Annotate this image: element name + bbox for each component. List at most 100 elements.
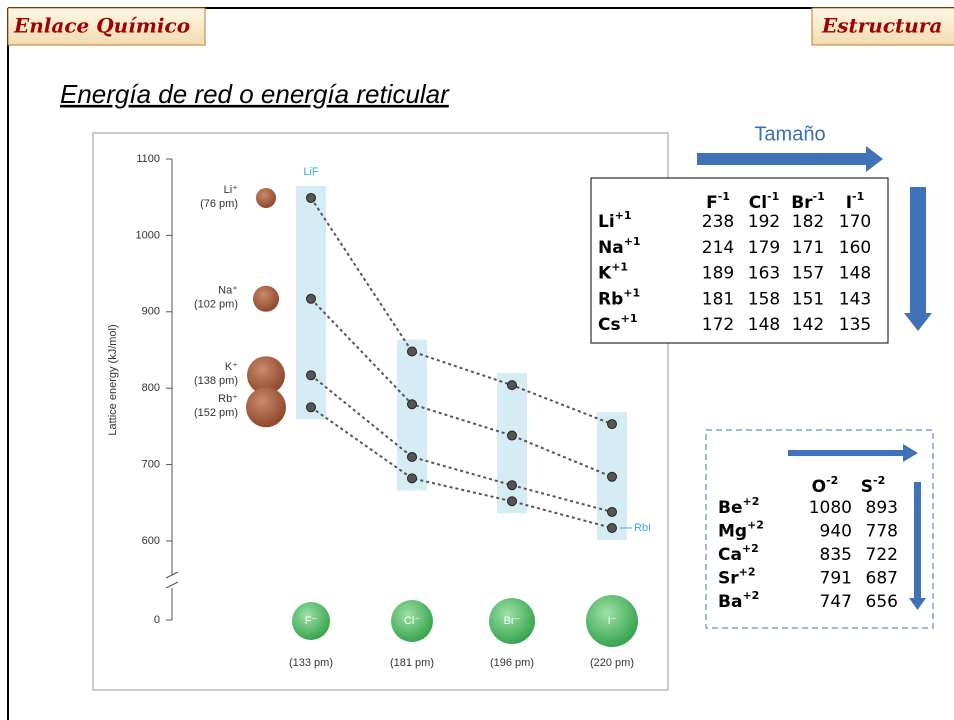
y-tick-label: 0 bbox=[154, 614, 160, 626]
ion-charge: -1 bbox=[852, 190, 864, 203]
data-point bbox=[608, 523, 617, 532]
cation-size: (152 pm) bbox=[194, 407, 238, 419]
cation-name: K⁺ bbox=[225, 361, 238, 373]
table-cell: 160 bbox=[839, 238, 871, 258]
table-cell: 151 bbox=[792, 289, 824, 309]
ion-base: Sr bbox=[718, 569, 739, 589]
slide: Enlace Químico Estructura Energía de red… bbox=[0, 0, 954, 720]
y-tick-label: 1100 bbox=[136, 153, 160, 165]
table-cell: 940 bbox=[820, 522, 852, 542]
ion-charge: +1 bbox=[621, 312, 638, 325]
ion-base: Cl bbox=[749, 193, 767, 213]
ion-charge: +2 bbox=[743, 495, 760, 508]
table-cell: 148 bbox=[839, 264, 871, 284]
ion-base: Ca bbox=[718, 545, 742, 565]
data-point bbox=[307, 193, 316, 202]
data-point bbox=[408, 347, 417, 356]
y-tick-label: 700 bbox=[142, 458, 160, 470]
ion-charge: -2 bbox=[873, 474, 885, 487]
data-point bbox=[508, 481, 517, 490]
anion-size: (133 pm) bbox=[289, 657, 333, 669]
ion-charge: +1 bbox=[624, 234, 641, 247]
ion-charge: +2 bbox=[747, 518, 764, 531]
anion-size: (181 pm) bbox=[390, 657, 434, 669]
ion-base: Cs bbox=[598, 315, 621, 335]
data-point bbox=[307, 371, 316, 380]
data-point bbox=[408, 400, 417, 409]
ion-base: F bbox=[706, 193, 718, 213]
data-point bbox=[307, 403, 316, 412]
data-point bbox=[408, 474, 417, 483]
cation-name: Na⁺ bbox=[218, 285, 238, 297]
ion-base: Br bbox=[791, 193, 813, 213]
table-cell: 179 bbox=[748, 238, 780, 258]
cation-sphere bbox=[246, 387, 286, 427]
anion-size: (196 pm) bbox=[490, 657, 534, 669]
size-label: Tamaño bbox=[754, 123, 825, 145]
ion-base: Rb bbox=[598, 289, 623, 309]
ion-charge: -1 bbox=[813, 190, 825, 203]
ion-base: Li bbox=[598, 212, 615, 232]
data-point bbox=[608, 507, 617, 516]
table-cell: 143 bbox=[839, 289, 871, 309]
x-tick-label: I⁻ bbox=[608, 615, 617, 627]
cation-size: (102 pm) bbox=[194, 299, 238, 311]
cation-size: (76 pm) bbox=[200, 198, 238, 210]
ion-base: Be bbox=[718, 498, 743, 518]
table-cell: 893 bbox=[866, 498, 898, 518]
cation-name: Li⁺ bbox=[224, 184, 239, 196]
range-band bbox=[397, 340, 427, 491]
range-band bbox=[497, 373, 527, 513]
cation-name: Rb⁺ bbox=[218, 393, 238, 405]
chart-panel bbox=[93, 133, 668, 690]
x-tick-label: Br⁻ bbox=[504, 615, 521, 627]
table-cell: 157 bbox=[792, 264, 824, 284]
ion-base: Ba bbox=[718, 592, 742, 612]
ion-base: Mg bbox=[718, 522, 747, 542]
ion-charge: +2 bbox=[742, 542, 759, 555]
data-point bbox=[508, 497, 517, 506]
header-left: Enlace Químico bbox=[13, 14, 190, 38]
ion-charge: +2 bbox=[742, 589, 759, 602]
table-cell: 747 bbox=[820, 592, 852, 612]
ion-charge: -1 bbox=[767, 190, 779, 203]
annotation: LiF bbox=[303, 166, 319, 178]
table-cell: 656 bbox=[866, 592, 898, 612]
data-point bbox=[508, 381, 517, 390]
ion-base: S bbox=[861, 477, 873, 497]
table-cell: 192 bbox=[748, 212, 780, 232]
y-tick-label: 800 bbox=[142, 382, 160, 394]
table-cell: 171 bbox=[792, 238, 824, 258]
table-cell: 170 bbox=[839, 212, 871, 232]
table-cell: 835 bbox=[820, 545, 852, 565]
ion-charge: -1 bbox=[718, 190, 730, 203]
cation-sphere bbox=[253, 286, 279, 312]
ion-base: O bbox=[812, 477, 826, 497]
table-cell: 172 bbox=[702, 315, 734, 335]
header-right: Estructura bbox=[821, 14, 942, 38]
cation-size: (138 pm) bbox=[194, 375, 238, 387]
table-cell: 158 bbox=[748, 289, 780, 309]
annotation: RbI bbox=[634, 522, 651, 534]
table-cell: 163 bbox=[748, 264, 780, 284]
data-point bbox=[608, 420, 617, 429]
slide-title: Energía de red o energía reticular bbox=[60, 79, 450, 109]
data-point bbox=[408, 452, 417, 461]
table-cell: 687 bbox=[866, 569, 898, 589]
ion-base: K bbox=[598, 264, 612, 284]
table-cell: 778 bbox=[866, 522, 898, 542]
y-tick-label: 600 bbox=[142, 535, 160, 547]
ion-charge: -2 bbox=[826, 474, 838, 487]
ion-charge: +1 bbox=[611, 260, 628, 273]
ion-base: Na bbox=[598, 238, 624, 258]
table-cell: 135 bbox=[839, 315, 871, 335]
table-cell: 142 bbox=[792, 315, 824, 335]
data-point bbox=[307, 294, 316, 303]
table-cell: 182 bbox=[792, 212, 824, 232]
y-tick-label: 1000 bbox=[136, 229, 160, 241]
y-tick-label: 900 bbox=[142, 306, 160, 318]
table-cell: 238 bbox=[702, 212, 734, 232]
anion-size: (220 pm) bbox=[590, 657, 634, 669]
ion-charge: +1 bbox=[623, 286, 640, 299]
y-axis-label: Lattice energy (kJ/mol) bbox=[107, 324, 119, 435]
